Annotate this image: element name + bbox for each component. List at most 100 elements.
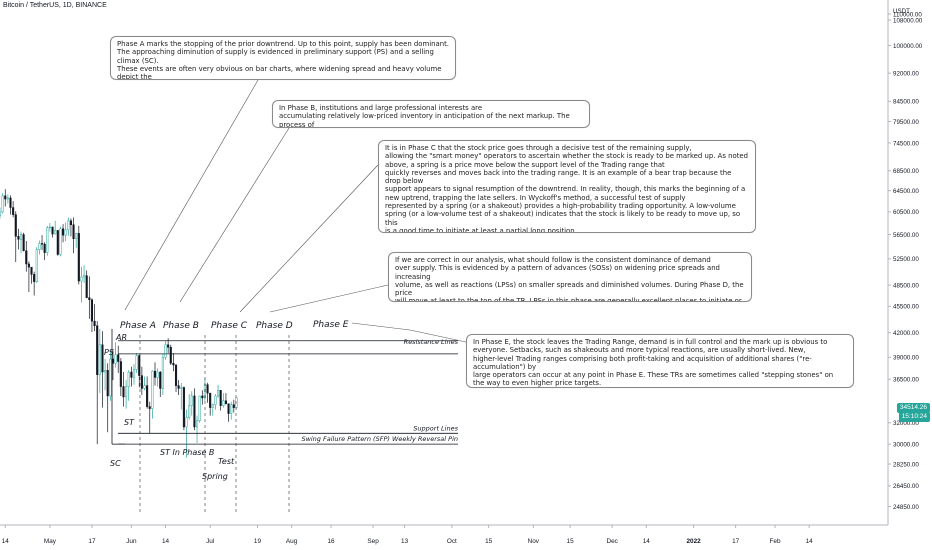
time-tick-label: 2022 — [686, 538, 701, 545]
chart-annotation: ST — [124, 418, 135, 427]
time-tick-label: 14 — [643, 538, 651, 545]
candle-body — [117, 354, 120, 362]
price-tick-label: 24850.00 — [893, 504, 919, 511]
time-tick-label: Jul — [206, 538, 214, 545]
time-tick-label: Oct — [447, 538, 457, 545]
chart-annotation: Phase E — [313, 320, 349, 330]
countdown-tag: 15:10:24 — [898, 412, 930, 422]
candle-body — [119, 361, 122, 387]
candle-body — [72, 224, 75, 239]
candle-body — [75, 233, 78, 239]
price-tick-label: 60500.00 — [893, 209, 919, 216]
candle-body — [80, 276, 83, 282]
candle-body — [69, 220, 72, 225]
candle-body — [83, 275, 86, 278]
candle-body — [38, 243, 41, 250]
candle-body — [132, 369, 136, 378]
candle-body — [64, 229, 67, 236]
time-tick-label: 17 — [88, 538, 96, 545]
candle-body — [12, 207, 15, 215]
time-tick-label: 13 — [401, 538, 409, 545]
candle-body — [9, 197, 12, 208]
candle-body — [209, 392, 212, 408]
currency-label: USDT — [893, 8, 910, 15]
time-tick-label: 16 — [327, 538, 335, 545]
chart-annotation: Test — [218, 457, 235, 466]
time-tick-label: Sep — [367, 538, 379, 545]
candle-body — [146, 385, 149, 407]
time-tick-label: Jun — [126, 538, 137, 545]
candle-body — [6, 197, 9, 200]
price-tick-label: 28250.00 — [893, 461, 919, 468]
candle-body — [122, 386, 125, 398]
callout-leader — [239, 164, 379, 313]
price-tick-label: 52500.00 — [893, 256, 919, 263]
candle-body — [25, 250, 28, 265]
candle-body — [54, 230, 57, 235]
price-tick-label: 39000.00 — [893, 355, 919, 362]
time-tick-label: 15 — [485, 538, 493, 545]
candle-body — [174, 364, 178, 386]
candle-body — [143, 385, 146, 389]
time-tick-label: Aug — [286, 538, 298, 545]
time-tick-label: Dec — [606, 538, 618, 545]
candle-body — [1, 195, 4, 213]
candle-body — [106, 370, 109, 397]
candle-body — [201, 395, 204, 399]
candle-body — [195, 420, 199, 428]
chart-annotation: SC — [110, 459, 121, 468]
time-tick-label: 17 — [732, 538, 740, 545]
candle-body — [198, 395, 201, 421]
time-tick-label: May — [44, 538, 57, 545]
price-tick-label: 45500.00 — [893, 304, 919, 311]
price-tick-label: 48500.00 — [893, 282, 919, 289]
callout-leader — [179, 127, 290, 303]
candle-body — [232, 404, 235, 408]
price-tick-label: 30000.00 — [893, 441, 919, 448]
phase-d-note[interactable]: If we are correct in our analysis, what … — [388, 252, 752, 302]
price-tick-label: 64500.00 — [893, 188, 919, 195]
phase-a-note[interactable]: Phase A marks the stopping of the prior … — [110, 36, 456, 80]
candle-body — [140, 375, 143, 389]
candle-body — [130, 371, 133, 378]
price-tick-label: 68500.00 — [893, 168, 919, 175]
candle-body — [219, 390, 222, 406]
price-tick-label: 32000.00 — [893, 420, 919, 427]
phase-e-note[interactable]: In Phase E, the stock leaves the Trading… — [466, 334, 854, 388]
price-tick-label: 56500.00 — [893, 232, 919, 239]
candle-body — [62, 228, 65, 236]
support-label: Support Lines — [413, 424, 458, 432]
candle-body — [169, 346, 172, 364]
candle-body — [101, 344, 104, 373]
callout-leader — [351, 322, 467, 343]
phase-c-note[interactable]: It is in Phase C that the stock price go… — [378, 140, 756, 233]
candle-body — [153, 370, 157, 378]
price-tick-label: 26450.00 — [893, 483, 919, 490]
time-tick-label: Nov — [528, 538, 540, 545]
candle-body — [35, 249, 38, 282]
candle-body — [180, 387, 183, 389]
price-tick-label: 74500.00 — [893, 140, 919, 147]
candle-body — [177, 385, 180, 389]
callout-leader — [124, 79, 259, 311]
price-tick-label: 42000.00 — [893, 330, 919, 337]
price-tick-label: 36500.00 — [893, 377, 919, 384]
candle-body — [59, 228, 62, 255]
phase-b-note[interactable]: In Phase B, institutions and large profe… — [272, 100, 590, 128]
price-tick-label: 108000.00 — [893, 17, 923, 24]
candle-body — [77, 233, 80, 282]
resistance-label: Resistance Lines — [404, 338, 459, 346]
candle-body — [4, 195, 7, 200]
candle-body — [111, 358, 115, 364]
candle-body — [43, 243, 46, 253]
price-tick-label: 100000.00 — [893, 43, 923, 50]
price-tick-label: 79500.00 — [893, 119, 919, 126]
candle-body — [51, 226, 54, 235]
candle-body — [159, 371, 162, 389]
candle-body — [90, 299, 94, 322]
candle-body — [164, 344, 167, 358]
candle-body — [188, 405, 191, 418]
chart-annotation: Phase D — [256, 321, 293, 331]
candle-body — [211, 404, 214, 408]
